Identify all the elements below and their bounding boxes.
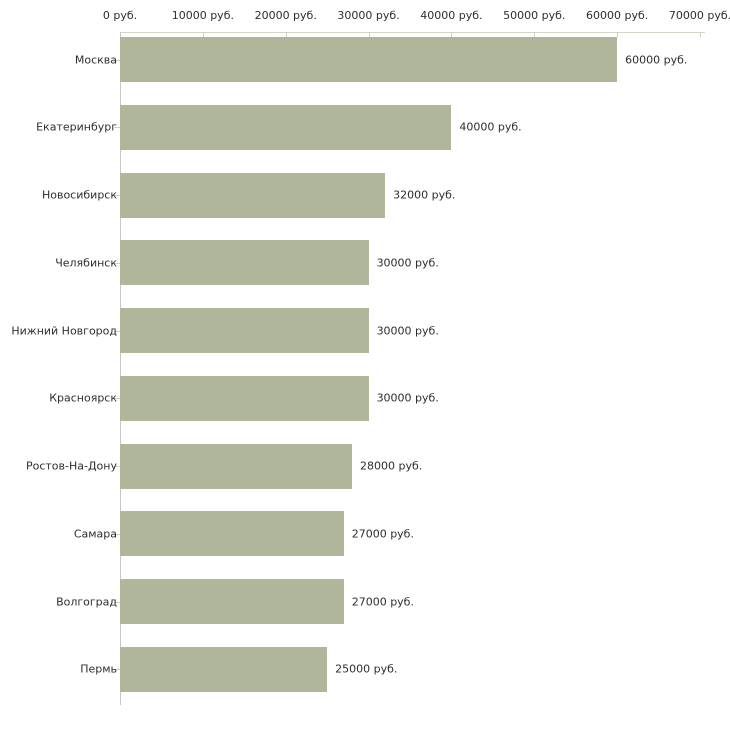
category-label: Ростов-На-Дону [25, 459, 117, 473]
bar [120, 308, 369, 353]
category-label: Екатеринбург [36, 120, 117, 134]
x-tick-mark [617, 32, 619, 37]
bar [120, 37, 618, 82]
chart-row: Красноярск 30000 руб. [0, 371, 730, 439]
x-tick-mark [368, 32, 370, 37]
bar [120, 240, 369, 286]
chart-row: Новосибирск 32000 руб. [0, 168, 730, 236]
y-tick-mark [114, 195, 120, 196]
y-tick-mark [114, 330, 120, 332]
chart-row: Пермь 25000 руб. [0, 642, 730, 710]
value-label: 30000 руб. [376, 256, 439, 270]
value-label: 25000 руб. [335, 662, 398, 676]
value-label: 30000 руб. [376, 324, 439, 337]
category-label: Новосибирск [41, 188, 117, 202]
x-axis-line [120, 32, 705, 33]
category-label: Волгоград [56, 595, 117, 608]
chart-row: Волгоград 27000 руб. [0, 574, 730, 642]
x-tick-label: 50000 руб. [503, 9, 566, 22]
category-label: Пермь [80, 662, 117, 676]
chart-row: Екатеринбург 40000 руб. [0, 100, 730, 168]
y-tick-mark [114, 601, 120, 603]
x-tick-mark [534, 32, 536, 37]
x-tick-label: 60000 руб. [586, 9, 649, 22]
x-tick-label: 70000 руб. [668, 9, 730, 22]
bar [120, 511, 344, 557]
x-tick-label: 20000 руб. [254, 9, 317, 22]
bar [120, 172, 386, 218]
chart-row: Ростов-На-Дону 28000 руб. [0, 439, 730, 507]
x-tick-mark [202, 32, 204, 37]
x-tick-mark [700, 32, 701, 37]
bar [120, 646, 328, 692]
category-label: Челябинск [55, 256, 117, 270]
bar [120, 375, 369, 421]
value-label: 32000 руб. [393, 188, 456, 202]
y-tick-mark [114, 533, 120, 535]
category-label: Красноярск [49, 391, 117, 405]
bar [120, 579, 344, 624]
x-tick-label: 0 руб. [102, 9, 138, 22]
chart-row: Самара 27000 руб. [0, 506, 730, 574]
value-label: 60000 руб. [625, 53, 688, 66]
category-label: Самара [73, 527, 117, 541]
chart-row: Нижний Новгород 30000 руб. [0, 303, 730, 371]
category-label: Нижний Новгород [11, 324, 117, 337]
value-label: 27000 руб. [351, 595, 414, 608]
value-label: 27000 руб. [351, 527, 414, 541]
x-tick-label: 30000 руб. [337, 9, 400, 22]
y-tick-mark [114, 262, 120, 264]
y-tick-mark [114, 59, 120, 61]
value-label: 40000 руб. [459, 120, 522, 134]
x-tick-mark [285, 32, 287, 37]
y-tick-mark [114, 466, 120, 467]
value-label: 30000 руб. [376, 391, 439, 405]
x-tick-label: 40000 руб. [420, 9, 483, 22]
x-tick-label: 10000 руб. [171, 9, 234, 22]
x-tick-mark [451, 32, 453, 37]
y-tick-mark [114, 398, 120, 400]
bar [120, 104, 452, 150]
value-label: 28000 руб. [360, 459, 423, 473]
chart-row: Челябинск 30000 руб. [0, 235, 730, 303]
chart-row: Москва 60000 руб. [0, 32, 730, 100]
y-tick-mark [114, 669, 120, 671]
y-tick-mark [114, 127, 120, 129]
category-label: Москва [74, 53, 117, 66]
y-axis-line [120, 32, 121, 705]
bar [120, 443, 352, 489]
